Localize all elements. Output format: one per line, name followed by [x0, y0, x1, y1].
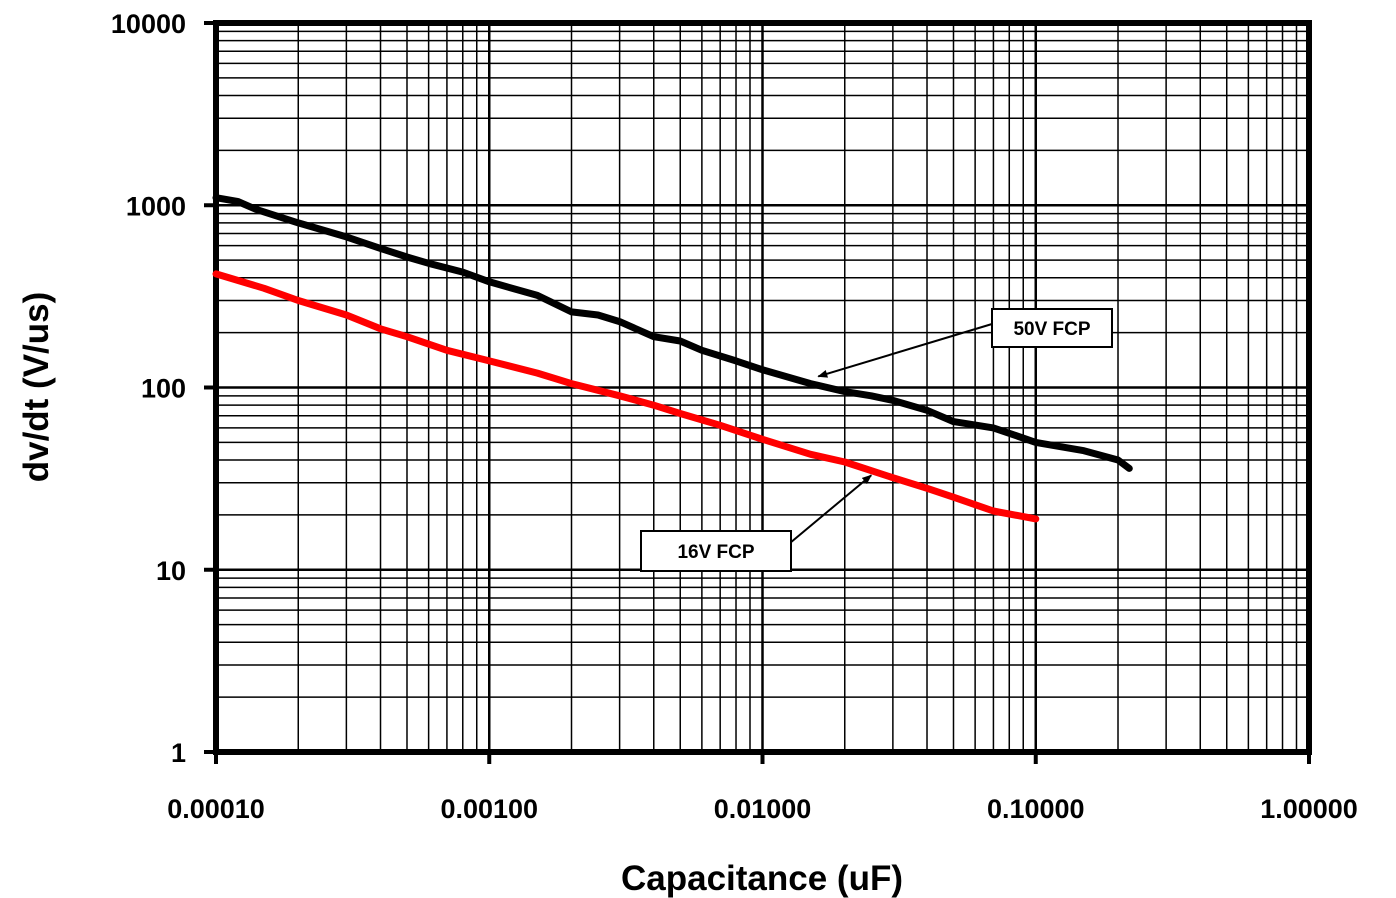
callout-box [640, 530, 792, 572]
axis-ticks [204, 21, 1311, 764]
y-tick-label: 10 [156, 556, 186, 586]
series-line-16v-fcp [212, 270, 1040, 523]
x-axis-title: Capacitance (uF) [621, 859, 903, 898]
y-tick-label: 10000 [111, 9, 186, 39]
x-tick-label: 0.01000 [714, 794, 812, 824]
callout-arrow [789, 474, 873, 544]
callout-box [991, 308, 1113, 348]
callout-arrow [817, 323, 993, 378]
callouts: 50V FCP 16V FCP [640, 308, 1113, 572]
y-tick-label: 100 [141, 374, 186, 404]
tick-labels: 0.00010 0.00100 0.01000 0.10000 1.00000 1 10 10… [111, 9, 1358, 824]
series-line-50v-fcp [212, 194, 1133, 472]
y-tick-label: 1000 [126, 191, 186, 221]
series-lines [212, 194, 1133, 523]
y-axis-title: dv/dt (V/us) [17, 292, 56, 483]
callout-16v-fcp: 16V FCP [640, 474, 873, 572]
callout-50v-fcp: 50V FCP [817, 308, 1113, 378]
callout-label: 16V FCP [677, 542, 754, 563]
grid-lines [216, 23, 1309, 752]
x-tick-label: 0.10000 [987, 794, 1085, 824]
x-tick-label: 0.00010 [167, 794, 265, 824]
x-tick-label: 0.00100 [440, 794, 538, 824]
callout-label: 50V FCP [1013, 319, 1090, 340]
x-tick-label: 1.00000 [1260, 794, 1358, 824]
y-tick-label: 1 [171, 738, 186, 768]
